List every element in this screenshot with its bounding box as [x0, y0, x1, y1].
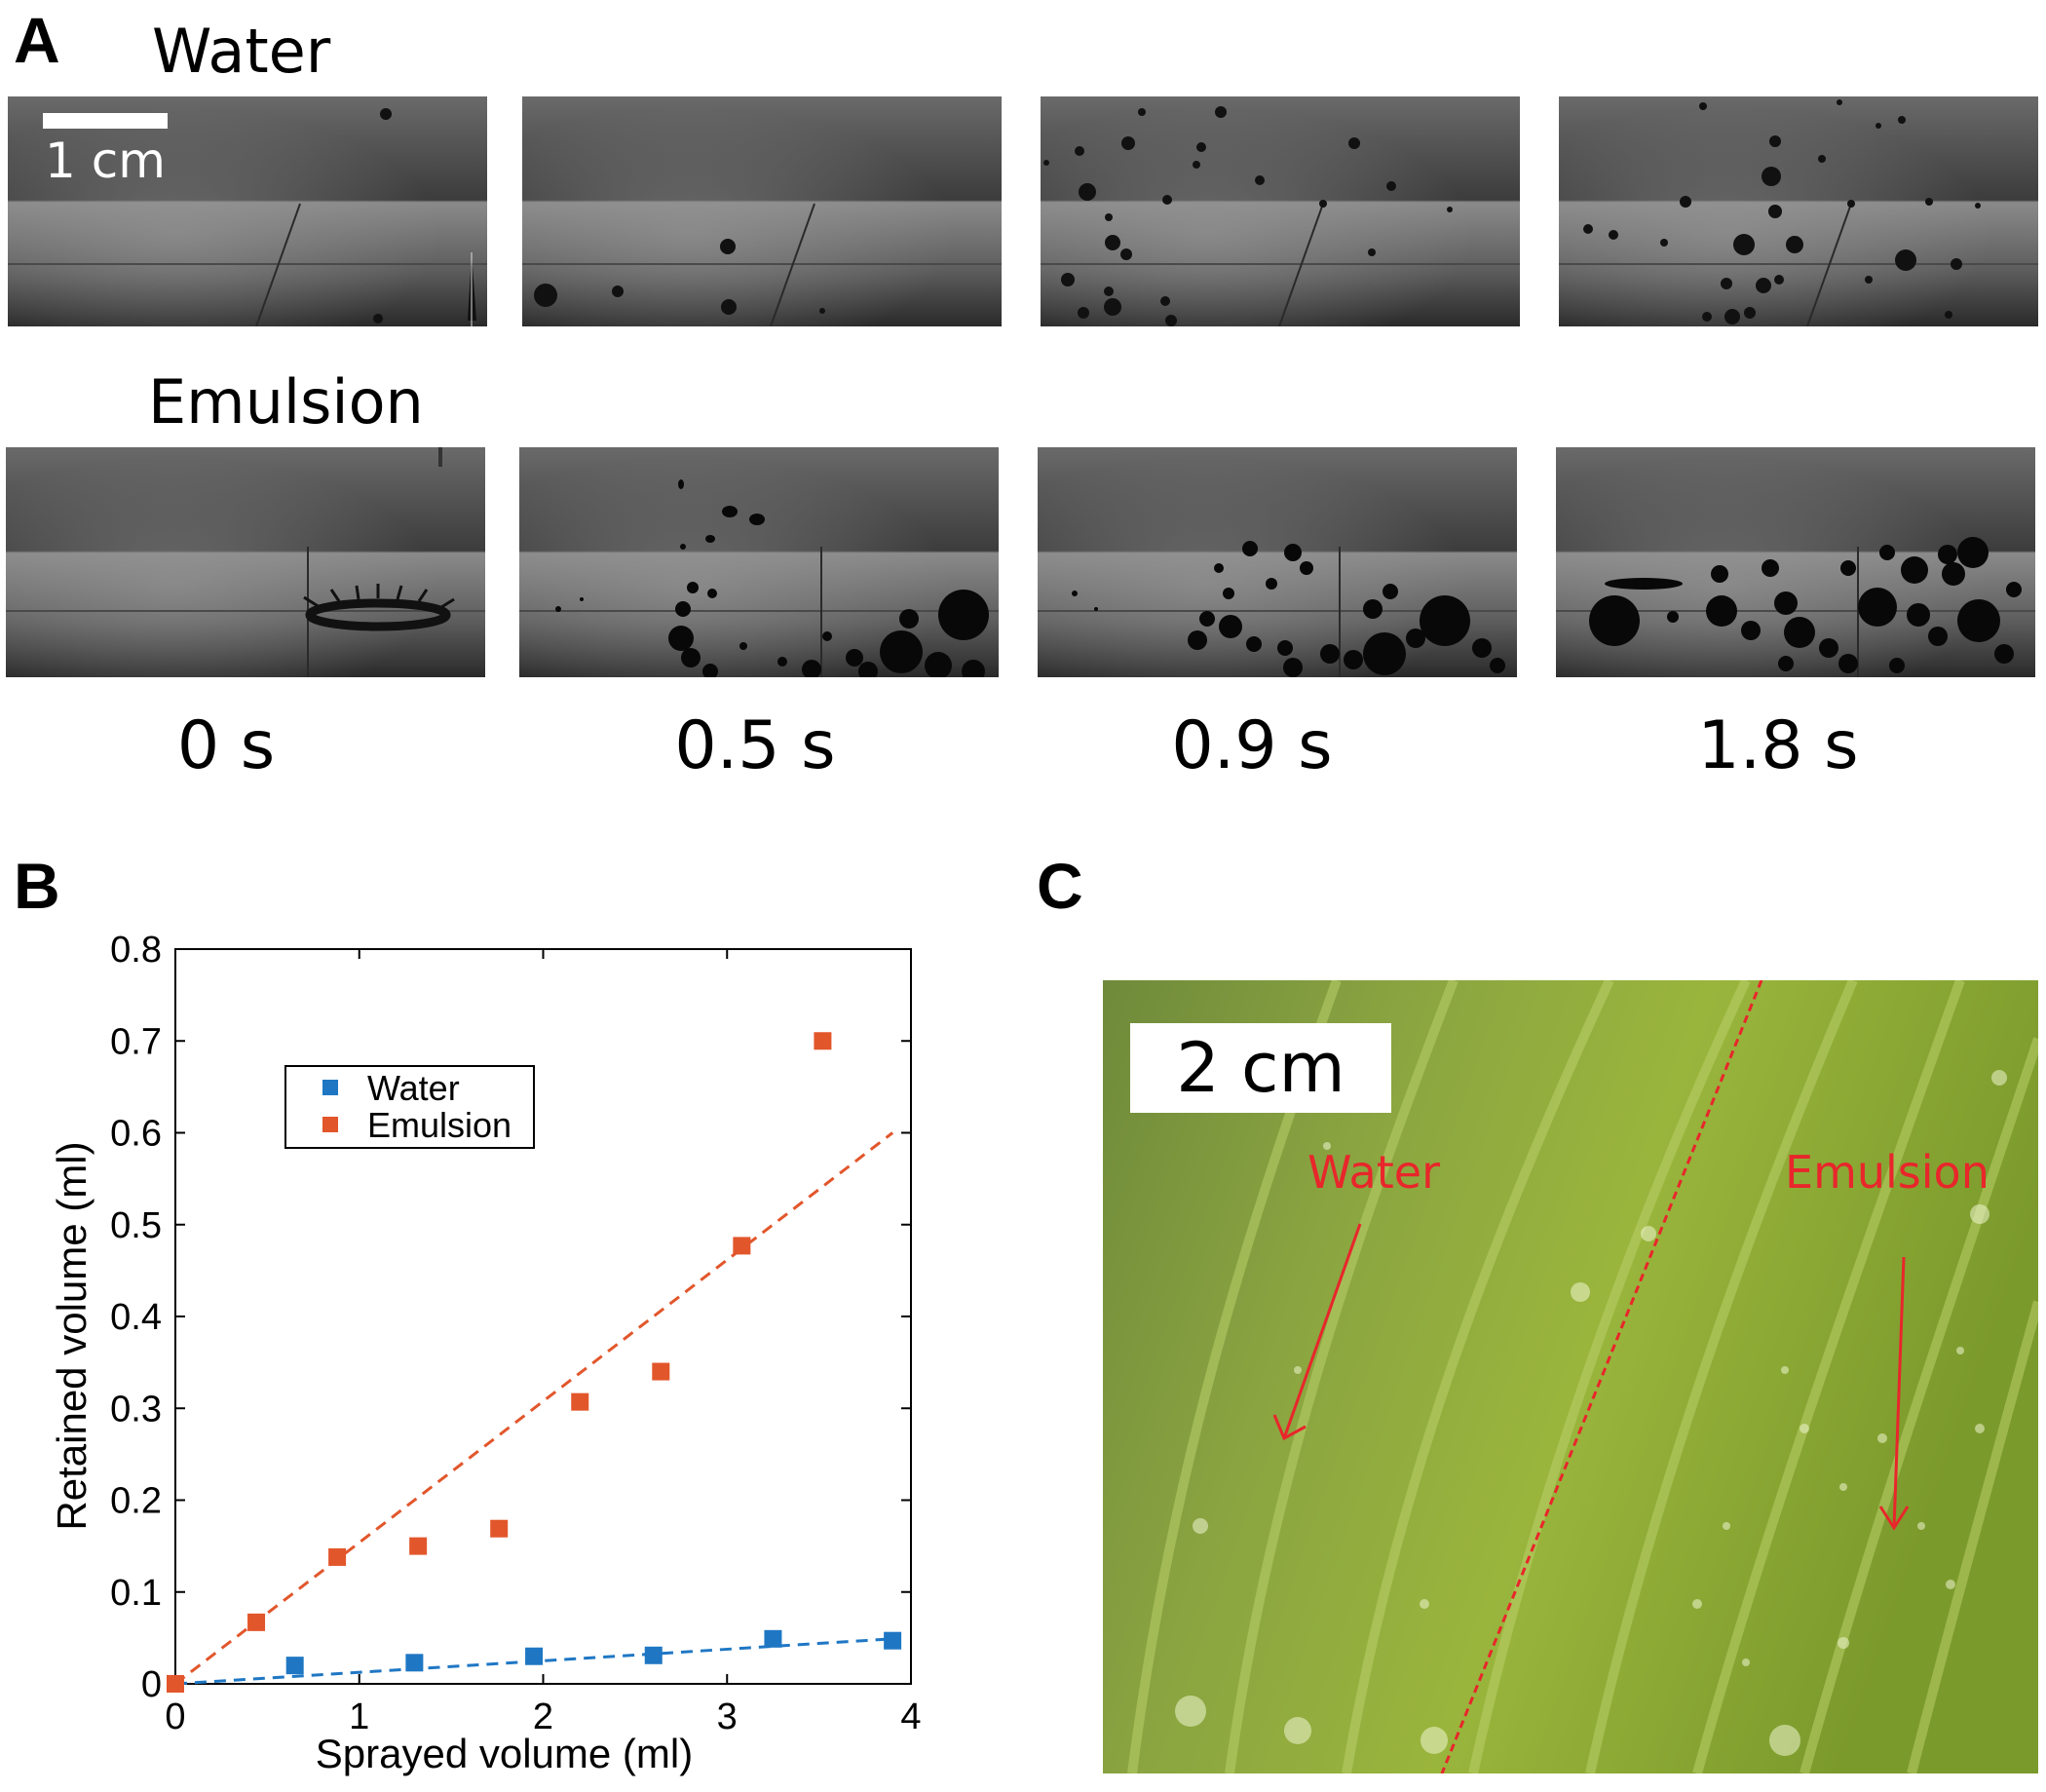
chart-fit-lines [174, 1131, 894, 1686]
point-emulsion [814, 1032, 832, 1050]
point-emulsion [167, 1675, 184, 1693]
y-tick-label: 0.1 [110, 1573, 162, 1614]
point-emulsion [571, 1392, 589, 1411]
y-tick-label: 0.2 [110, 1481, 162, 1522]
leaf-emulsion-label: Emulsion [1785, 1146, 1989, 1199]
water-row-label: Water [152, 16, 331, 87]
legend-marker-emulsion [322, 1117, 338, 1132]
y-tick-label: 0.4 [110, 1297, 162, 1338]
time-label-0: 0 s [176, 707, 276, 784]
y-tick-label: 0.3 [110, 1389, 162, 1430]
point-emulsion [733, 1237, 751, 1255]
y-tick-label: 0 [141, 1664, 162, 1705]
emulsion-frame-1-8s [1556, 447, 2035, 677]
x-tick-label: 1 [349, 1697, 369, 1737]
plot-frame [174, 948, 912, 1685]
panel-a-letter: A [14, 4, 60, 76]
fit-line-emulsion [174, 1131, 894, 1686]
emulsion-frame-0-5s [519, 447, 999, 677]
scale-bar-label: 1 cm [45, 133, 166, 189]
point-emulsion [247, 1613, 266, 1631]
y-axis-label: Retained volume (ml) [49, 1141, 95, 1530]
water-frame-0-9s [1041, 96, 1520, 326]
x-tick-label: 0 [165, 1697, 185, 1737]
point-emulsion [652, 1362, 670, 1381]
y-tick-label: 0.6 [110, 1114, 162, 1155]
time-label-3: 1.8 s [1697, 707, 1859, 784]
leaf-scale-label: 2 cm [1130, 1023, 1391, 1113]
leaf-photo: 2 cm Water Emulsion [1103, 980, 2038, 1773]
panel-b-letter: B [14, 850, 60, 922]
point-water [884, 1631, 902, 1650]
time-label-2: 0.9 s [1171, 707, 1333, 784]
x-tick-label: 4 [900, 1697, 921, 1737]
time-label-1: 0.5 s [674, 707, 836, 784]
y-tick-label: 0.7 [110, 1021, 162, 1062]
x-tick-label: 2 [533, 1697, 553, 1737]
point-water [285, 1657, 304, 1675]
leaf-water-label: Water [1307, 1146, 1440, 1199]
water-frame-0-5s [522, 96, 1002, 326]
y-tick-label: 0.5 [110, 1205, 162, 1246]
point-emulsion [328, 1547, 347, 1566]
retention-chart: 0 1 2 3 4 0 0.1 0.2 0.3 0.4 0.5 0.6 0.7 0.8 Sprayed vo… [49, 930, 922, 1776]
emulsion-frame-0-9s [1038, 447, 1517, 677]
y-tick-label: 0.8 [110, 930, 162, 971]
chart-points [167, 1032, 902, 1693]
chart-labels: 0 1 2 3 4 0 0.1 0.2 0.3 0.4 0.5 0.6 0.7 0.8 Sprayed vo… [49, 930, 922, 1776]
x-axis-label: Sprayed volume (ml) [316, 1731, 693, 1776]
emulsion-row-label: Emulsion [148, 366, 424, 438]
point-water [764, 1629, 782, 1648]
chart-axes [174, 948, 912, 1685]
point-emulsion [490, 1519, 509, 1538]
panel-c-letter: C [1037, 850, 1083, 922]
point-water [405, 1654, 424, 1672]
water-frame-1-8s [1559, 96, 2038, 326]
water-frame-0s [8, 96, 487, 326]
x-tick-label: 3 [717, 1697, 738, 1737]
point-water [644, 1646, 663, 1664]
legend-label-emulsion: Emulsion [367, 1105, 512, 1145]
emulsion-frame-0s [6, 447, 485, 677]
legend-marker-water [322, 1080, 338, 1095]
legend-label-water: Water [367, 1068, 460, 1108]
point-emulsion [409, 1537, 428, 1555]
scale-bar-1cm [43, 113, 168, 129]
legend-box [284, 1065, 535, 1149]
point-water [525, 1647, 544, 1665]
